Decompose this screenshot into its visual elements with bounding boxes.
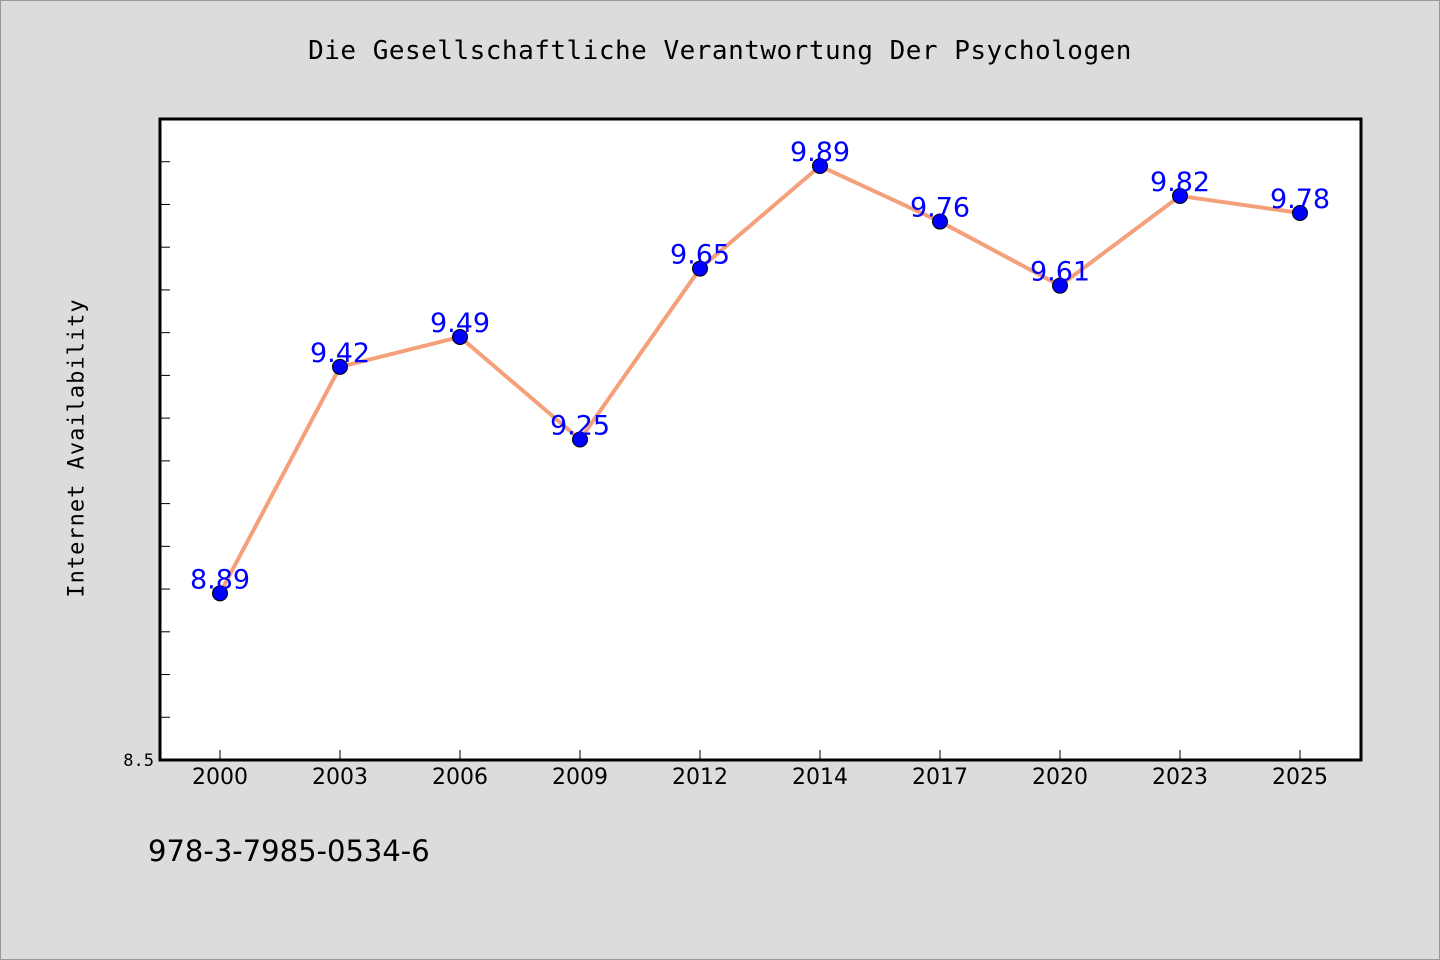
data-label: 9.42 [310,338,370,369]
isbn-code: 978-3-7985-0534-6 [148,834,430,868]
series-line [218,164,1301,595]
data-label: 9.78 [1270,184,1330,215]
x-tick-label: 2012 [672,765,728,790]
data-label: 8.89 [190,564,250,595]
data-point [1052,277,1068,294]
x-tick-label: 2020 [1032,765,1088,790]
data-point [1172,187,1188,204]
data-label: 9.76 [910,193,970,224]
x-tick-label: 2023 [1152,765,1208,790]
x-tick-label: 2014 [792,765,848,790]
data-label: 9.49 [430,308,490,339]
data-point [212,585,228,602]
data-label: 9.82 [1150,167,1210,198]
x-tick-label: 2006 [432,765,488,790]
data-point [932,213,948,230]
data-label: 9.25 [550,411,610,442]
plot-border [158,117,1363,762]
data-point [572,431,588,448]
data-label: 9.65 [670,240,730,271]
data-point [1292,205,1308,222]
data-point [332,358,348,375]
data-label: 9.61 [1030,257,1090,288]
x-tick-label: 2000 [192,765,248,790]
data-point [812,158,828,175]
plot-area [160,119,1361,760]
chart-title: Die Gesellschaftliche Verantwortung Der … [308,36,1132,66]
x-tick-label: 2009 [552,765,608,790]
data-label: 9.89 [790,137,850,168]
x-tick-label: 2025 [1272,765,1328,790]
data-point [452,328,468,345]
data-point [692,260,708,277]
y-tick-label: 8.5 [123,751,154,771]
x-tick-label: 2017 [912,765,968,790]
x-tick-label: 2003 [312,765,368,790]
